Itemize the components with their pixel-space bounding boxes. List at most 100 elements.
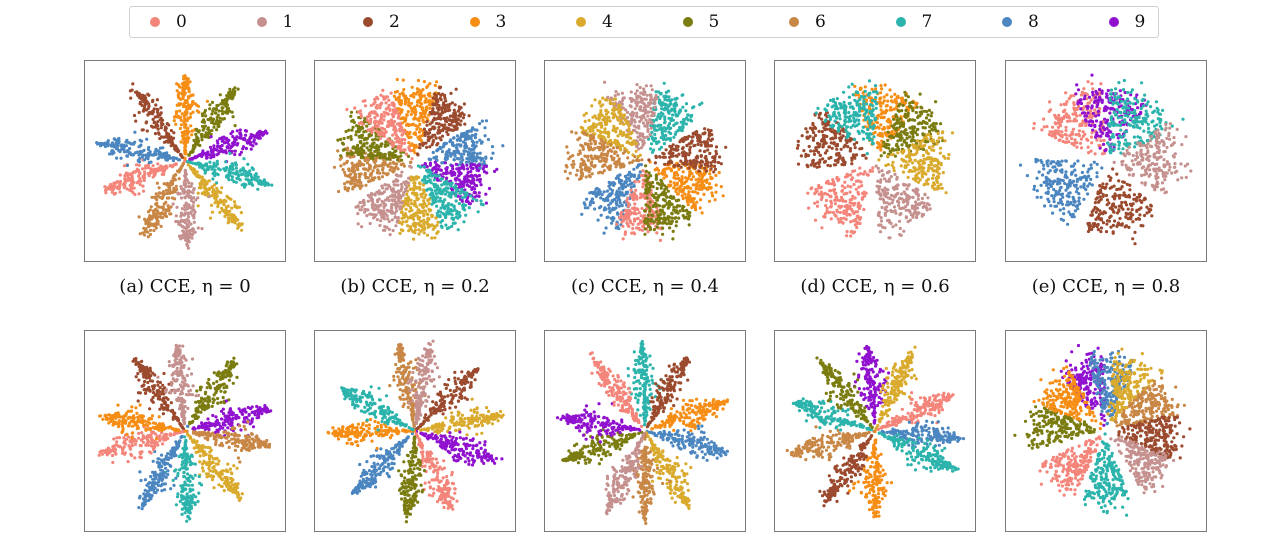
data-point [200, 191, 204, 196]
legend-marker [1002, 17, 1012, 27]
legend-label: 4 [602, 12, 613, 32]
data-point [339, 154, 343, 158]
data-point [213, 168, 217, 172]
data-point [211, 177, 215, 181]
data-point [387, 98, 391, 102]
data-point [434, 174, 438, 178]
data-point [462, 152, 466, 156]
data-point [659, 136, 663, 140]
data-point [614, 90, 618, 94]
data-point [426, 222, 430, 226]
data-point [349, 110, 354, 114]
data-point [394, 129, 398, 133]
data-point [352, 169, 357, 173]
data-point [353, 163, 357, 167]
data-point [147, 165, 151, 170]
data-point [373, 203, 377, 207]
data-point [611, 146, 616, 150]
data-point [604, 112, 608, 116]
data-point [481, 203, 485, 207]
data-point [580, 157, 584, 161]
data-point [140, 139, 144, 143]
data-point [211, 165, 215, 169]
data-point [375, 190, 379, 194]
data-point [438, 196, 442, 200]
data-point [400, 170, 404, 174]
data-point [224, 165, 229, 170]
data-point [390, 218, 394, 222]
data-point [363, 210, 367, 214]
data-point [399, 174, 403, 178]
data-point [658, 238, 662, 242]
data-point [157, 191, 161, 195]
data-point [423, 196, 427, 200]
data-point [210, 117, 214, 121]
data-point [134, 151, 138, 155]
data-point [381, 155, 385, 159]
data-point [152, 120, 157, 124]
data-point [241, 172, 245, 176]
data-point [420, 139, 424, 143]
data-point [602, 144, 606, 148]
data-point [160, 123, 164, 127]
data-point [442, 93, 447, 97]
data-point [132, 186, 136, 190]
data-point [178, 85, 182, 89]
data-point [125, 138, 129, 142]
data-point [225, 145, 229, 149]
data-point [410, 191, 414, 195]
data-point [379, 219, 383, 223]
data-point [613, 151, 617, 155]
data-point [351, 125, 355, 129]
data-point [216, 125, 220, 129]
data-point [141, 97, 145, 101]
data-point [187, 153, 191, 157]
data-point [184, 113, 188, 117]
data-point [395, 162, 399, 166]
data-point [356, 204, 360, 208]
data-point [637, 163, 641, 167]
data-point [224, 160, 228, 164]
data-point [403, 98, 408, 102]
data-point [616, 134, 620, 138]
data-point [236, 87, 240, 91]
data-point [591, 129, 595, 133]
data-point [672, 208, 676, 212]
data-point [635, 103, 639, 107]
data-point [384, 107, 388, 111]
data-point [151, 175, 155, 179]
data-point [434, 216, 438, 220]
data-point [357, 135, 361, 139]
data-point [408, 130, 412, 134]
data-point [610, 221, 614, 225]
data-point [240, 183, 244, 187]
data-point [178, 126, 182, 131]
data-point [421, 183, 425, 187]
legend-label: 6 [815, 12, 826, 32]
data-point [407, 198, 411, 202]
data-point [621, 106, 625, 110]
data-point [630, 231, 634, 235]
data-point [674, 103, 679, 107]
data-point [253, 178, 257, 182]
data-point [617, 160, 621, 164]
data-point [380, 168, 385, 172]
data-point [582, 201, 586, 205]
data-point [609, 96, 613, 100]
data-point [399, 108, 403, 112]
data-point [625, 177, 629, 181]
data-point [365, 214, 369, 218]
data-point [162, 140, 167, 144]
data-point [346, 135, 350, 140]
data-point [454, 162, 458, 166]
data-point [446, 132, 450, 137]
data-point [373, 176, 377, 180]
data-point [403, 138, 407, 142]
data-point [428, 168, 432, 172]
data-point [182, 138, 187, 142]
data-point [157, 131, 161, 135]
data-point [404, 220, 408, 224]
data-point [378, 151, 382, 155]
cluster-class-4 [397, 175, 440, 241]
data-point [650, 88, 654, 92]
